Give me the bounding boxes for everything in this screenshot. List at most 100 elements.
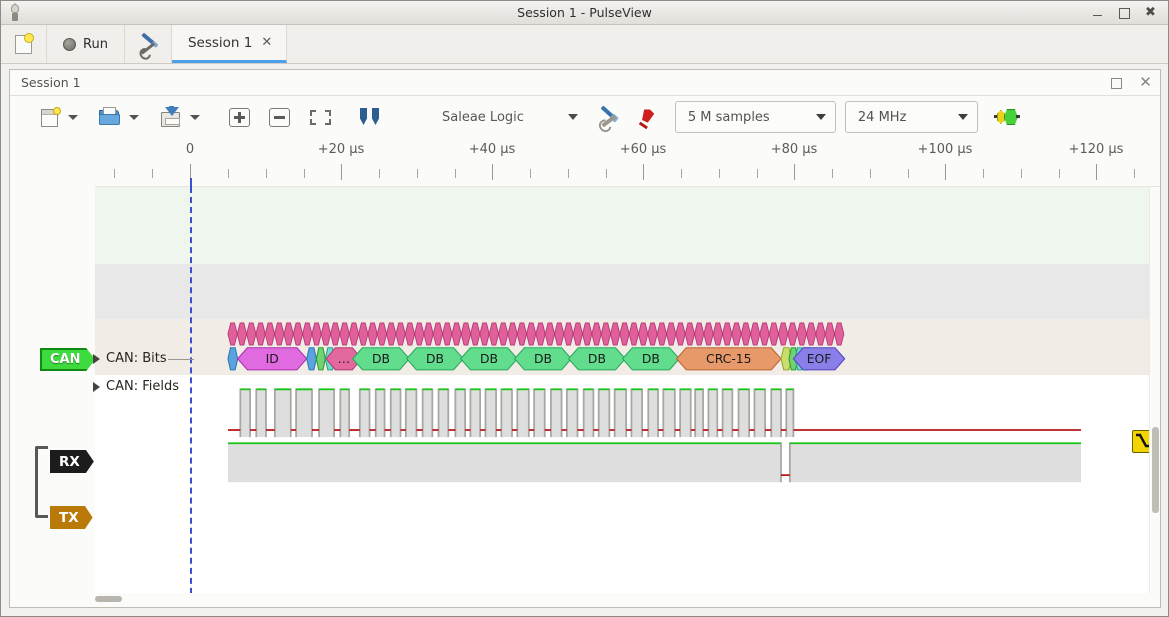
- ruler-minor-tick: [379, 169, 380, 178]
- ruler-major-tick: [794, 164, 795, 180]
- ruler-minor-tick: [1059, 169, 1060, 178]
- device-selector[interactable]: Saleae Logic: [428, 102, 587, 132]
- save-file-button[interactable]: [155, 102, 187, 132]
- ruler-minor-tick: [114, 169, 115, 178]
- tab-close-icon[interactable]: ✕: [261, 35, 273, 50]
- chevron-down-icon: [957, 114, 968, 120]
- ruler-minor-tick: [228, 169, 229, 178]
- tools-button[interactable]: [125, 25, 172, 63]
- time-ruler[interactable]: 0 +20 µs +40 µs +60 µs +80 µs +100 µs +120 µs: [10, 138, 1160, 187]
- sample-rate-value: 24 MHz: [857, 109, 907, 125]
- ruler-minor-tick: [1021, 169, 1022, 178]
- close-icon[interactable]: ✖: [1145, 5, 1156, 20]
- open-file-button[interactable]: [94, 102, 126, 132]
- ruler-major-tick: [341, 164, 342, 180]
- zoom-in-button[interactable]: [224, 102, 255, 132]
- ruler-major-tick: [190, 164, 191, 180]
- horizontal-scrollbar-thumb[interactable]: [95, 596, 122, 602]
- zoom-in-icon: [229, 107, 250, 127]
- trace-view[interactable]: 0 +20 µs +40 µs +60 µs +80 µs +100 µs +120 µs …: [10, 138, 1160, 607]
- tab-label: Session 1: [187, 34, 253, 51]
- ruler-minor-tick: [908, 169, 909, 178]
- add-decoder-icon[interactable]: [993, 108, 1020, 126]
- vertical-scrollbar[interactable]: [1149, 187, 1160, 593]
- run-button[interactable]: Run: [47, 25, 125, 63]
- new-file-button[interactable]: [36, 102, 65, 132]
- vertical-scrollbar-thumb[interactable]: [1152, 427, 1159, 513]
- ruler-minor-tick: [304, 169, 305, 178]
- channel-chip-rx-label: RX: [59, 453, 80, 470]
- sample-rate-selector[interactable]: 24 MHz: [844, 101, 978, 133]
- ruler-minor-tick: [870, 169, 871, 178]
- minimize-icon[interactable]: [1092, 6, 1105, 19]
- chevron-down-icon: [815, 114, 826, 120]
- ruler-trigger-marker: [190, 178, 192, 187]
- channel-chip-tx-label: TX: [59, 509, 79, 526]
- channel-chip-tx[interactable]: TX: [50, 506, 93, 529]
- ruler-label: +80 µs: [770, 142, 818, 157]
- window-title: Session 1 - PulseView: [517, 5, 652, 20]
- expand-triangle-icon[interactable]: [93, 381, 100, 392]
- horizontal-scrollbar[interactable]: [10, 593, 1160, 607]
- device-label: Saleae Logic: [442, 109, 524, 125]
- tab-session-1[interactable]: Session 1 ✕: [171, 25, 288, 63]
- window-controls: ✖: [1092, 6, 1168, 19]
- bulb-icon: [4, 2, 26, 23]
- run-indicator-icon: [63, 37, 76, 51]
- new-session-button[interactable]: [1, 25, 47, 63]
- ruler-minor-tick: [606, 169, 607, 178]
- dock-close-icon[interactable]: ✕: [1139, 73, 1152, 91]
- ruler-label: +40 µs: [468, 142, 516, 157]
- zoom-out-button[interactable]: [264, 102, 295, 132]
- probe-icon: [636, 107, 658, 129]
- open-folder-icon: [99, 107, 121, 127]
- new-session-icon: [15, 32, 34, 54]
- device-config-icon: [598, 104, 620, 128]
- dock-restore-icon[interactable]: [1110, 76, 1123, 89]
- window-titlebar: Session 1 - PulseView ✖: [1, 1, 1168, 25]
- pulseview-toolbar: Saleae Logic 5 M samples: [10, 96, 1160, 138]
- save-file-dropdown-icon[interactable]: [190, 114, 200, 120]
- ruler-minor-tick: [983, 169, 984, 178]
- decoder-row-bits-label: CAN: Bits: [106, 351, 167, 366]
- show-cursors-button[interactable]: [354, 102, 386, 132]
- session-dock-panel: Session 1 ✕: [9, 69, 1161, 608]
- ruler-minor-tick: [417, 169, 418, 178]
- channel-chip-rx[interactable]: RX: [50, 450, 94, 473]
- run-label: Run: [83, 36, 108, 52]
- decoder-row-fields[interactable]: CAN: Fields: [93, 379, 179, 394]
- device-config-button[interactable]: [593, 102, 625, 132]
- ruler-label: 0: [185, 142, 195, 157]
- decoder-group-badge[interactable]: CAN: [40, 348, 96, 371]
- ruler-minor-tick: [832, 169, 833, 178]
- ruler-minor-tick: [757, 169, 758, 178]
- zoom-fit-icon: [309, 108, 332, 127]
- probe-button[interactable]: [631, 102, 663, 132]
- dock-title: Session 1: [21, 75, 81, 90]
- ruler-label: +120 µs: [1068, 142, 1124, 157]
- expand-triangle-icon[interactable]: [93, 353, 100, 364]
- save-to-disk-icon: [160, 105, 182, 128]
- ruler-minor-tick: [568, 169, 569, 178]
- open-file-dropdown-icon[interactable]: [129, 114, 139, 120]
- chevron-down-icon: [567, 114, 578, 120]
- rx-row-background: [10, 264, 1160, 319]
- decoder-group-label: CAN: [40, 348, 96, 371]
- zoom-fit-button[interactable]: [304, 102, 337, 132]
- ruler-minor-tick: [152, 169, 153, 178]
- ruler-minor-tick: [530, 169, 531, 178]
- ruler-major-tick: [492, 164, 493, 180]
- sample-count-selector[interactable]: 5 M samples: [674, 101, 836, 133]
- ruler-major-tick: [643, 164, 644, 180]
- ruler-minor-tick: [681, 169, 682, 178]
- decoder-row-bits[interactable]: CAN: Bits: [93, 351, 167, 366]
- ruler-major-tick: [945, 164, 946, 180]
- ruler-label: +60 µs: [619, 142, 667, 157]
- new-file-dropdown-icon[interactable]: [68, 114, 78, 120]
- maximize-icon[interactable]: [1118, 6, 1131, 19]
- ruler-label: +20 µs: [317, 142, 365, 157]
- zoom-out-icon: [269, 107, 290, 127]
- dock-controls: ✕: [1110, 73, 1152, 91]
- ruler-label: +100 µs: [917, 142, 973, 157]
